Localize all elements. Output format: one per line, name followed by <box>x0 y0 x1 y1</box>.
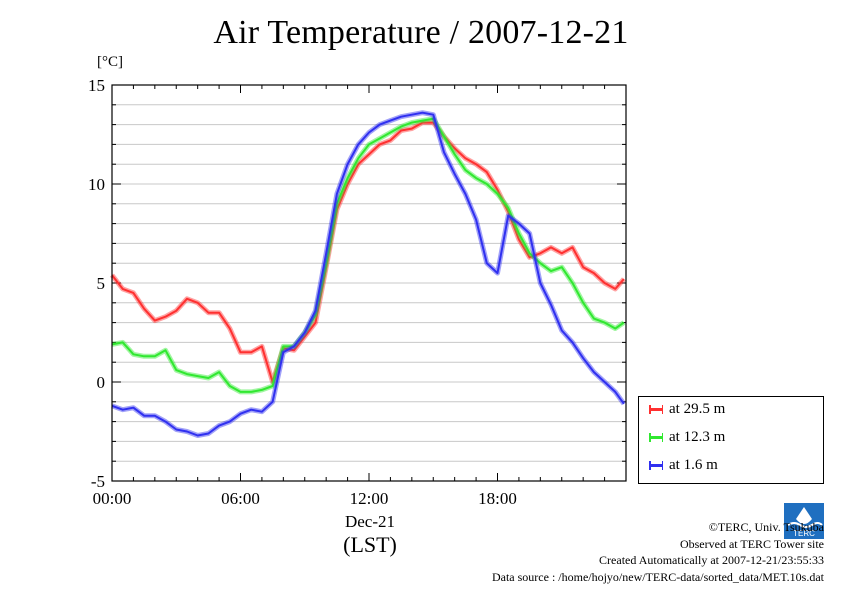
x-tick-label: 00:00 <box>93 489 132 508</box>
series-halo-2 <box>111 110 626 438</box>
series-line-0 <box>111 121 625 383</box>
credits: ©TERC, Univ. Tsukuba Observed at TERC To… <box>492 519 824 585</box>
y-tick-label: -5 <box>91 472 105 491</box>
legend-item-1-6m: at 1.6 m <box>649 457 718 474</box>
terc-logo-icon: TERC <box>784 503 824 539</box>
y-tick-label: 10 <box>88 175 105 194</box>
legend-label: at 12.3 m <box>669 429 726 445</box>
observed-text: Observed at TERC Tower site <box>679 536 824 551</box>
y-tick-label: 0 <box>97 373 106 392</box>
created-text: Created Automatically at 2007-12-21/23:5… <box>599 553 824 567</box>
data-source-text: Data source : /home/hojyo/new/TERC-data/… <box>491 569 824 584</box>
logo-text: TERC <box>793 529 815 538</box>
x-axis-timezone-label: (LST) <box>343 532 397 557</box>
y-tick-label: 5 <box>97 274 106 293</box>
series-line-2 <box>111 111 625 437</box>
legend-swatch-green <box>649 433 663 442</box>
legend-label: at 1.6 m <box>669 457 718 473</box>
chart-title: Air Temperature / 2007-12-21 <box>213 14 629 51</box>
legend-swatch-blue <box>649 461 663 470</box>
legend: at 29.5 m at 12.3 m at 1.6 m <box>638 396 824 484</box>
y-tick-label: 15 <box>88 76 105 95</box>
x-tick-label: 18:00 <box>478 489 517 508</box>
legend-item-29-5m: at 29.5 m <box>649 401 725 418</box>
plot-frame <box>111 84 627 482</box>
legend-item-12-3m: at 12.3 m <box>649 429 725 446</box>
x-tick-label: 06:00 <box>221 489 260 508</box>
series-halo-0 <box>110 120 626 385</box>
y-axis-unit-label: [°C] <box>97 54 123 70</box>
x-axis-date-label: Dec-21 <box>344 512 396 531</box>
legend-label: at 29.5 m <box>669 401 726 417</box>
series-line-1 <box>111 117 625 393</box>
copyright-text: ©TERC, Univ. Tsukuba <box>708 520 824 534</box>
legend-swatch-red <box>649 405 663 414</box>
x-tick-label: 12:00 <box>350 489 389 508</box>
series-halo-1 <box>111 116 626 395</box>
